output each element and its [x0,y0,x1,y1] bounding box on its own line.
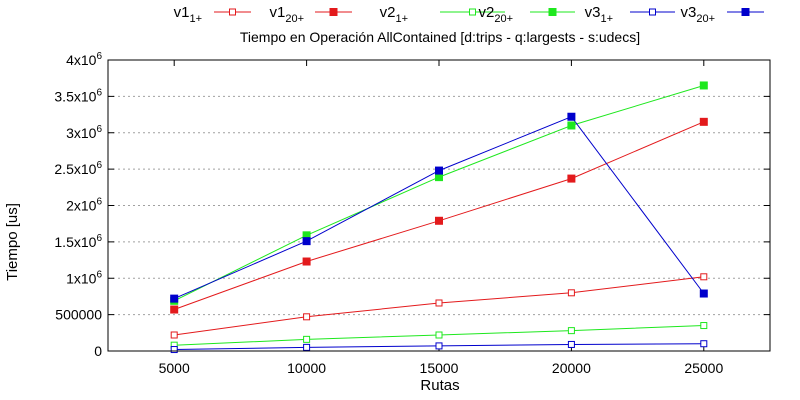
x-axis-label: Rutas [420,377,459,394]
y-tick-label: 1x106 [66,269,102,286]
x-tick-label: 10000 [287,360,326,376]
legend-item: v220+ [478,4,575,25]
data-point [303,313,311,321]
y-axis-label: Tiempo [us] [4,203,21,281]
data-point [170,294,179,303]
legend-marker [229,8,236,16]
series-line [174,121,704,310]
legend-item: v21+ [380,4,505,25]
series-line [173,85,704,302]
data-point [435,166,443,175]
legend-marker [469,8,476,16]
legend-item: v11+ [174,4,251,25]
data-point [170,346,178,354]
chart-title: Tiempo en Operación AllContained [d:trip… [240,29,640,45]
data-point [170,305,179,314]
data-point [699,81,708,90]
y-tick-label: 2.5x106 [54,160,102,177]
legend-item: v120+ [269,4,352,25]
legend-marker [741,8,750,16]
series-line [174,116,705,300]
y-tick-label: 1.5x106 [54,233,102,250]
y-tick-label: 3x106 [66,124,102,141]
legend-item: v31+ [585,4,675,25]
x-tick-label: 20000 [552,360,591,376]
data-point [567,174,576,183]
y-axis-ticks: 0 500000 1x106 1.5x106 2x106 2.5x106 3x106 3.5x… [54,51,770,359]
data-point [302,257,311,266]
x-axis-ticks: 5000 10000 15000 20000 25000 [159,60,723,376]
legend-marker [649,8,656,16]
legend-item: v320+ [680,4,764,25]
data-point [700,322,708,330]
y-tick-label: 3.5x106 [54,87,102,104]
legend: v11+ v120+ v21+ v220+ v31+ v320+ [174,4,764,25]
grid [108,95,770,316]
data-point [435,216,443,225]
x-tick-label: 5000 [159,360,190,376]
y-tick-label: 500000 [55,307,102,323]
legend-label: v21+ [380,4,408,25]
data-point [700,273,708,281]
data-point [699,117,708,126]
data-point [567,289,575,297]
legend-label: v220+ [478,4,513,25]
data-point [700,340,708,348]
legend-label: v11+ [174,4,202,25]
y-tick-label: 2x106 [66,197,102,214]
data-point [567,340,575,348]
legend-marker [329,8,338,16]
data-point [435,173,443,182]
legend-label: v31+ [585,4,613,25]
x-tick-label: 25000 [684,360,723,376]
data-point [435,342,443,350]
data-point [170,331,178,339]
data-point [567,121,576,130]
data-point [567,327,575,335]
legend-label: v320+ [680,4,715,25]
plot-frame [107,59,771,352]
data-point [303,343,311,351]
data-point [435,331,443,339]
data-point [699,289,708,298]
y-tick-label: 0 [94,343,102,359]
legend-label: v120+ [269,4,304,25]
data-point [302,237,311,246]
x-tick-label: 15000 [420,360,459,376]
legend-marker [548,8,557,16]
data-point [303,335,311,343]
data-point [567,112,576,121]
series-points [170,81,708,354]
y-tick-label: 4x106 [66,51,102,68]
data-point [435,299,443,307]
